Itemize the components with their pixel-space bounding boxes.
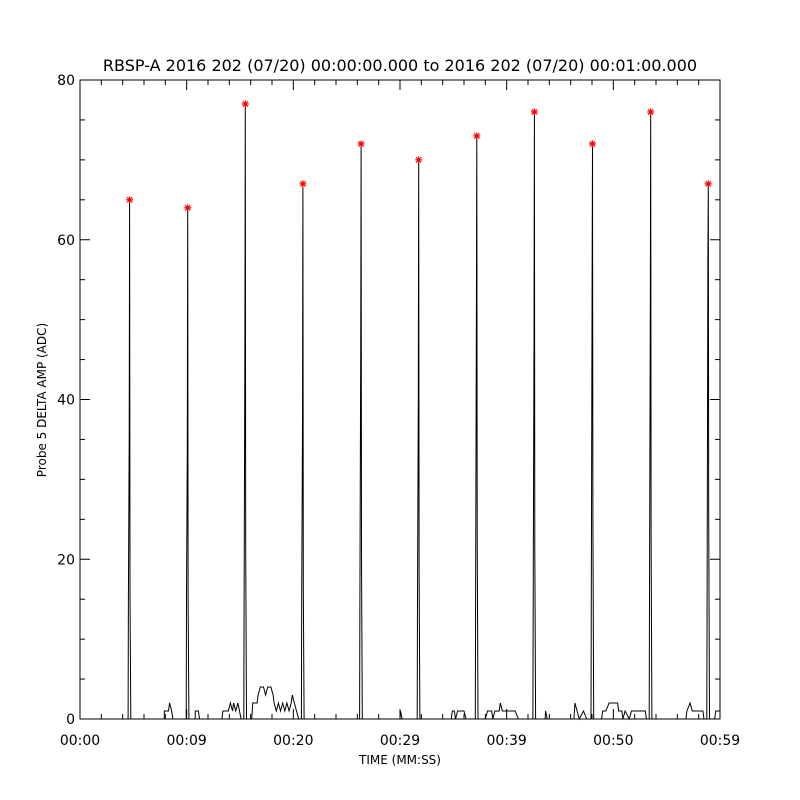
baseline-noise-4 (251, 686, 300, 720)
x-tick-label: 00:59 (700, 733, 740, 749)
spike-8 (532, 111, 537, 720)
spike-7 (474, 135, 479, 720)
spike-2 (185, 207, 190, 720)
y-tick-label: 20 (57, 552, 75, 568)
x-tick-label: 00:39 (486, 733, 526, 749)
spike-4 (300, 183, 305, 720)
x-axis-label: TIME (MM:SS) (358, 753, 441, 767)
spike-10 (648, 111, 653, 720)
peak-marker-5 (357, 140, 365, 148)
baseline-noise-8 (544, 710, 548, 720)
spike-5 (359, 143, 363, 720)
spike-1 (127, 199, 132, 720)
axis-ticks (79, 79, 721, 720)
y-tick-label: 60 (57, 233, 75, 249)
baseline-noise-11 (685, 701, 705, 720)
x-tick-label: 00:20 (273, 733, 313, 749)
peak-marker-7 (473, 132, 481, 140)
spike-9 (590, 143, 595, 720)
baseline-noise-1 (163, 702, 174, 720)
peak-marker-9 (589, 140, 597, 148)
peak-marker-6 (415, 156, 423, 164)
spike-3 (243, 103, 247, 720)
spike-11 (706, 183, 710, 720)
y-tick-label: 80 (57, 73, 75, 89)
peak-marker-1 (126, 196, 134, 204)
chart-title: RBSP-A 2016 202 (07/20) 00:00:00.000 to … (103, 56, 697, 75)
tick-labels: 0 20 40 60 80 00:00 00:09 00:20 00:29 00:39 00:50 0… (57, 73, 740, 749)
x-tick-label: 00:29 (380, 733, 420, 749)
peak-marker-8 (530, 108, 538, 116)
peak-marker-10 (647, 108, 655, 116)
x-tick-label: 00:09 (166, 733, 206, 749)
plot-frame (79, 79, 721, 720)
baseline-noise-9 (573, 702, 588, 721)
baseline-noise-3 (221, 701, 242, 720)
spike-6 (416, 159, 421, 720)
baseline-noise-2 (194, 710, 200, 720)
y-axis-label: Probe 5 DELTA AMP (ADC) (35, 323, 49, 477)
peak-marker-11 (704, 180, 712, 188)
peak-marker-2 (184, 204, 192, 212)
plot-area (126, 100, 720, 721)
baseline-noise-7 (484, 702, 519, 720)
y-tick-label: 40 (57, 393, 75, 409)
x-tick-label: 00:00 (60, 733, 100, 749)
y-tick-label: 0 (66, 712, 75, 728)
baseline-noise-10 (601, 702, 647, 721)
x-tick-label: 00:50 (593, 733, 633, 749)
baseline-noise-12 (714, 710, 720, 720)
peak-marker-4 (299, 180, 307, 188)
peak-marker-3 (241, 100, 249, 108)
